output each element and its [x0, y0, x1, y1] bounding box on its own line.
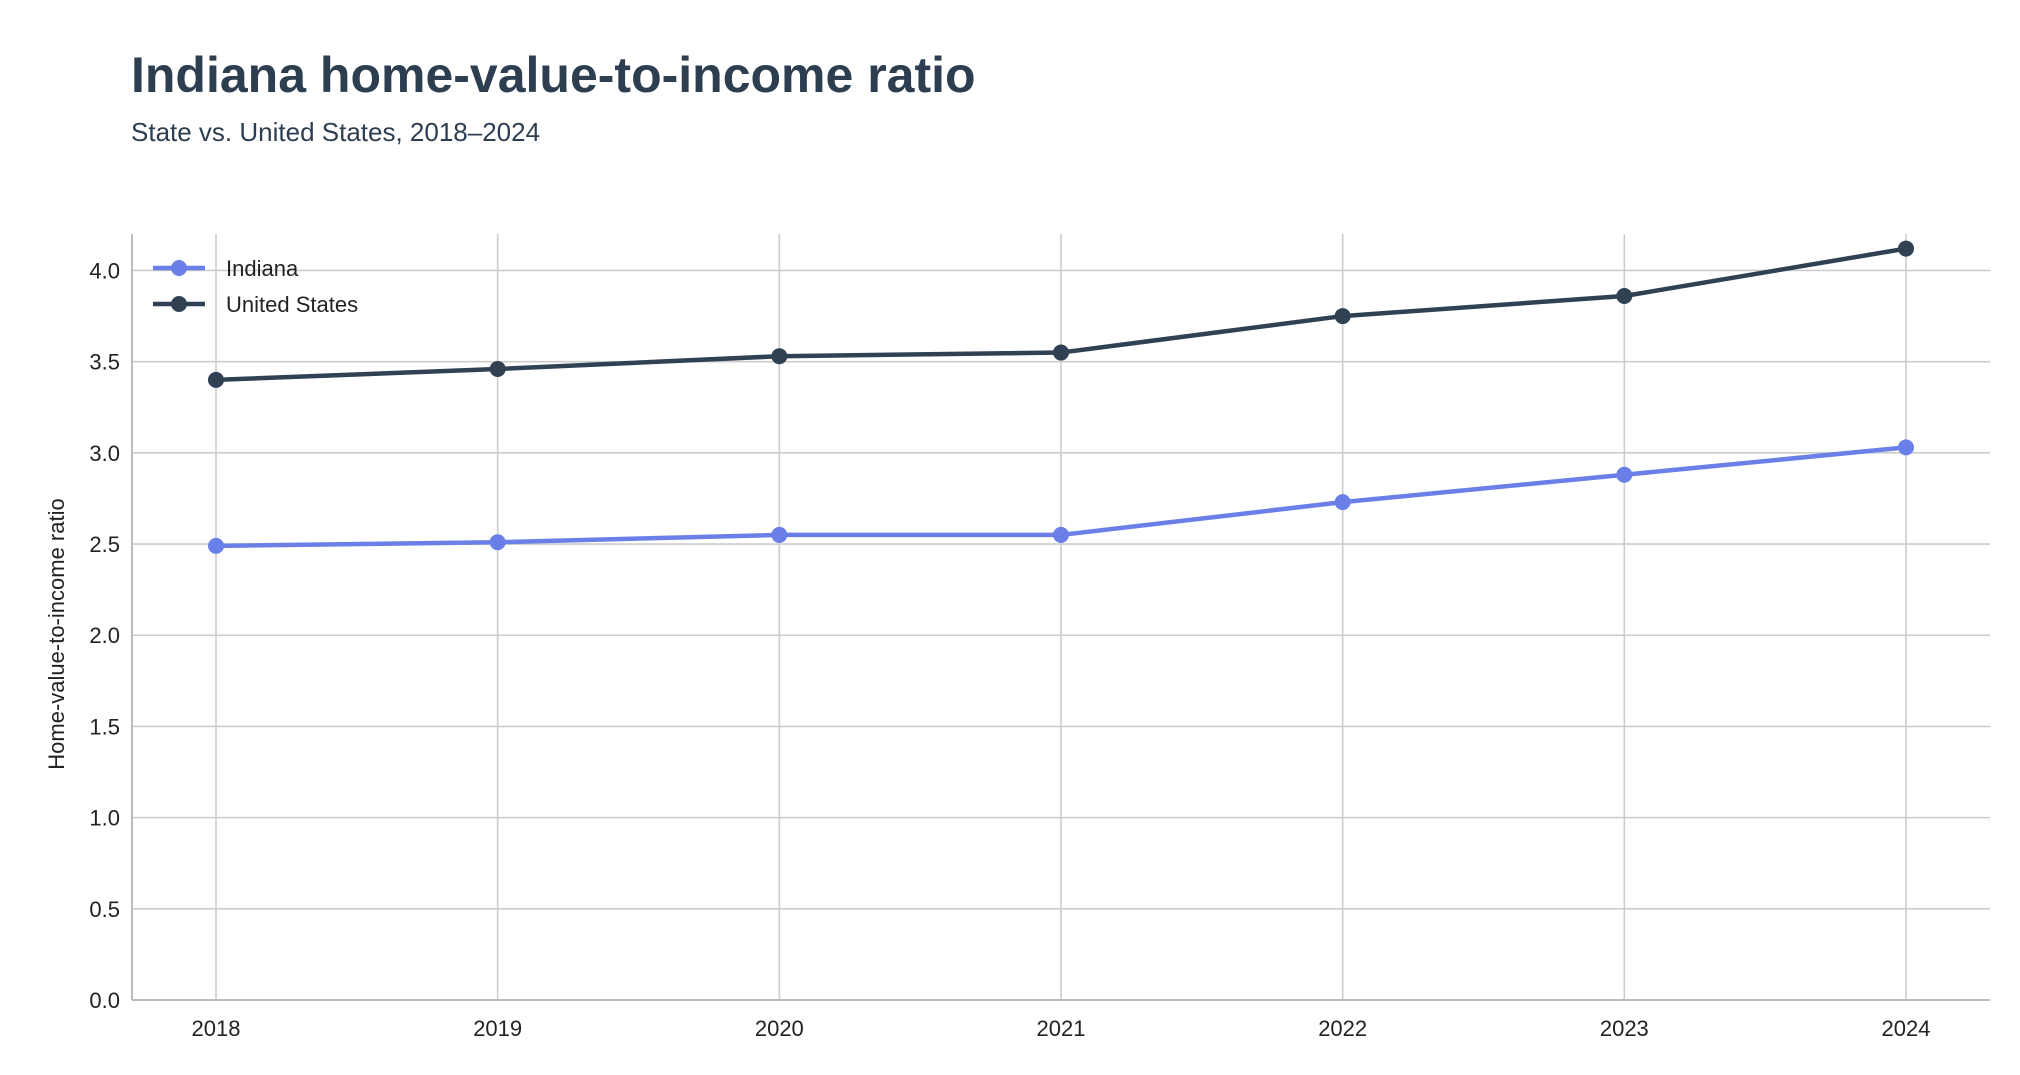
- y-tick-label: 3.5: [89, 350, 120, 375]
- legend-item: United States: [153, 292, 358, 317]
- x-tick-label: 2018: [192, 1016, 241, 1041]
- legend-label: Indiana: [226, 256, 299, 281]
- x-tick-label: 2019: [473, 1016, 522, 1041]
- data-point: [1616, 466, 1633, 483]
- x-tick-label: 2021: [1037, 1016, 1086, 1041]
- data-point: [1053, 526, 1069, 543]
- data-point: [208, 371, 224, 388]
- y-tick-label: 3.0: [89, 441, 120, 466]
- y-tick-label: 4.0: [89, 258, 120, 283]
- data-point: [771, 526, 788, 543]
- x-tick-label: 2023: [1600, 1016, 1649, 1041]
- x-tick-label: 2024: [1882, 1016, 1931, 1041]
- y-tick-label: 2.5: [89, 532, 120, 557]
- data-point: [1334, 308, 1351, 325]
- y-axis-label: Home-value-to-income ratio: [44, 498, 69, 769]
- axes: 0.0 0.5 1.0 1.5 2.0 2.5 3.0 3.5 4.0 2018 2019 2020 2…: [89, 234, 1990, 1041]
- x-tick-label: 2020: [755, 1016, 804, 1041]
- legend-label: United States: [226, 292, 358, 317]
- legend-swatch-marker: [171, 260, 187, 276]
- y-tick-label: 1.5: [89, 714, 120, 739]
- data-point: [1053, 344, 1069, 361]
- data-point: [1898, 439, 1914, 456]
- series-united-states: [208, 240, 1914, 388]
- legend: Indiana United States: [153, 256, 358, 317]
- data-point: [771, 348, 788, 365]
- series-indiana: [208, 439, 1914, 554]
- y-tick-label: 0.5: [89, 897, 120, 922]
- data-point: [489, 534, 506, 551]
- y-tick-label: 0.0: [89, 988, 120, 1013]
- y-tick-label: 1.0: [89, 806, 120, 831]
- legend-swatch-marker: [171, 296, 187, 312]
- data-point: [208, 537, 224, 554]
- data-point: [1616, 288, 1633, 305]
- y-tick-label: 2.0: [89, 623, 120, 648]
- data-point: [489, 360, 506, 377]
- x-tick-label: 2022: [1318, 1016, 1367, 1041]
- data-point: [1334, 494, 1351, 511]
- chart-title: Indiana home-value-to-income ratio: [131, 47, 976, 103]
- chart-subtitle: State vs. United States, 2018–2024: [131, 117, 541, 147]
- series: [208, 240, 1914, 554]
- legend-item: Indiana: [153, 256, 299, 281]
- data-point: [1898, 240, 1914, 257]
